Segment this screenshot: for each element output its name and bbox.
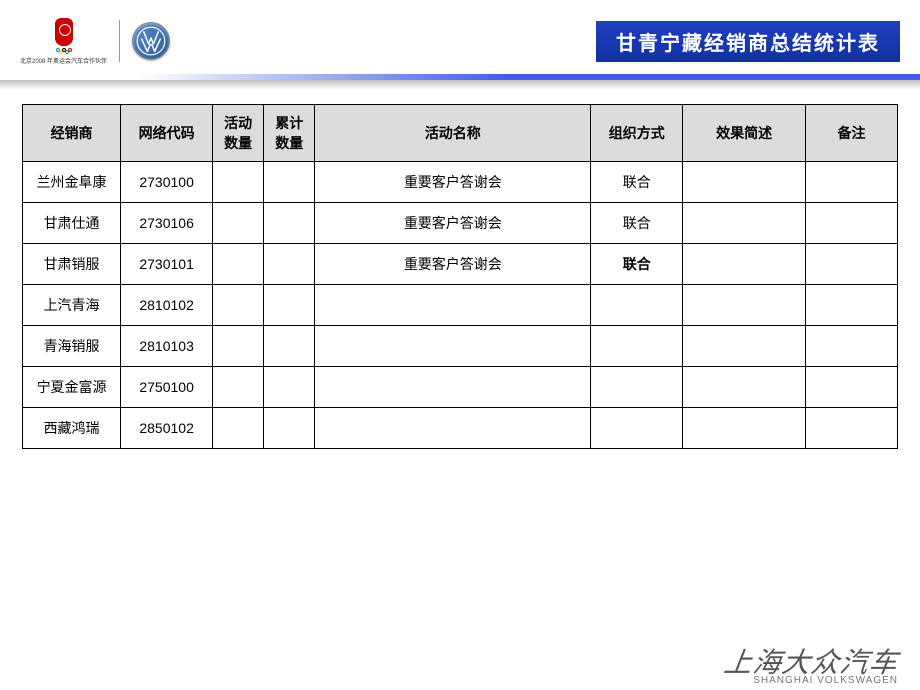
cell-qty <box>213 408 264 449</box>
olympics-caption: 北京2008 年奥运会汽车合作伙伴 <box>20 56 107 65</box>
cell-code: 2750100 <box>121 367 213 408</box>
cell-effect <box>683 367 806 408</box>
cell-activity: 重要客户答谢会 <box>315 244 591 285</box>
cell-cum <box>264 326 315 367</box>
cell-org <box>591 285 683 326</box>
cell-effect <box>683 285 806 326</box>
cell-qty <box>213 285 264 326</box>
cell-effect <box>683 408 806 449</box>
cell-cum <box>264 162 315 203</box>
col-header-0: 经销商 <box>23 105 121 162</box>
cell-dealer: 青海销服 <box>23 326 121 367</box>
logo-group: 北京2008 年奥运会汽车合作伙伴 <box>20 18 170 65</box>
footer-brand-cn: 上海大众汽车 <box>722 649 900 677</box>
table-row: 西藏鸿瑞2850102 <box>23 408 898 449</box>
col-header-1: 网络代码 <box>121 105 213 162</box>
cell-org <box>591 408 683 449</box>
cell-note <box>805 367 897 408</box>
cell-code: 2730106 <box>121 203 213 244</box>
table-row: 甘肃销服2730101 重要客户答谢会联合 <box>23 244 898 285</box>
table-header-row: 经销商网络代码活动数量累计数量活动名称组织方式效果简述备注 <box>23 105 898 162</box>
cell-note <box>805 203 897 244</box>
table-row: 宁夏金富源2750100 <box>23 367 898 408</box>
cell-activity: 重要客户答谢会 <box>315 203 591 244</box>
cell-effect <box>683 203 806 244</box>
table-row: 兰州金阜康2730100 重要客户答谢会联合 <box>23 162 898 203</box>
cell-activity <box>315 367 591 408</box>
cell-cum <box>264 244 315 285</box>
cell-note <box>805 326 897 367</box>
col-header-4: 活动名称 <box>315 105 591 162</box>
cell-code: 2730101 <box>121 244 213 285</box>
cell-effect <box>683 162 806 203</box>
cell-qty <box>213 326 264 367</box>
col-header-6: 效果简述 <box>683 105 806 162</box>
table-row: 上汽青海2810102 <box>23 285 898 326</box>
olympics-emblem-icon <box>55 18 73 46</box>
cell-qty <box>213 367 264 408</box>
header: 北京2008 年奥运会汽车合作伙伴 甘青宁藏经销商总结统计表 <box>0 0 920 72</box>
cell-cum <box>264 408 315 449</box>
dealer-table: 经销商网络代码活动数量累计数量活动名称组织方式效果简述备注 兰州金阜康27301… <box>22 104 898 449</box>
cell-activity <box>315 326 591 367</box>
table-row: 青海销服2810103 <box>23 326 898 367</box>
cell-qty <box>213 244 264 285</box>
cell-org: 联合 <box>591 244 683 285</box>
cell-dealer: 兰州金阜康 <box>23 162 121 203</box>
cell-org <box>591 367 683 408</box>
cell-cum <box>264 203 315 244</box>
logo-divider <box>119 20 120 62</box>
cell-code: 2810103 <box>121 326 213 367</box>
cell-qty <box>213 162 264 203</box>
cell-note <box>805 244 897 285</box>
cell-effect <box>683 244 806 285</box>
col-header-2: 活动数量 <box>213 105 264 162</box>
col-header-5: 组织方式 <box>591 105 683 162</box>
col-header-7: 备注 <box>805 105 897 162</box>
cell-code: 2850102 <box>121 408 213 449</box>
cell-note <box>805 285 897 326</box>
cell-qty <box>213 203 264 244</box>
footer: 上海大众汽车 SHANGHAI VOLKSWAGEN <box>724 649 898 686</box>
cell-cum <box>264 285 315 326</box>
cell-org: 联合 <box>591 162 683 203</box>
vw-logo-icon <box>132 22 170 60</box>
cell-dealer: 上汽青海 <box>23 285 121 326</box>
cell-note <box>805 162 897 203</box>
cell-org: 联合 <box>591 203 683 244</box>
cell-activity <box>315 285 591 326</box>
olympics-logo: 北京2008 年奥运会汽车合作伙伴 <box>20 18 107 65</box>
cell-note <box>805 408 897 449</box>
cell-activity: 重要客户答谢会 <box>315 162 591 203</box>
cell-effect <box>683 326 806 367</box>
cell-dealer: 甘肃销服 <box>23 244 121 285</box>
page-title: 甘青宁藏经销商总结统计表 <box>596 21 900 62</box>
cell-code: 2810102 <box>121 285 213 326</box>
cell-org <box>591 326 683 367</box>
header-shadow <box>0 80 920 90</box>
cell-dealer: 甘肃仕通 <box>23 203 121 244</box>
col-header-3: 累计数量 <box>264 105 315 162</box>
cell-activity <box>315 408 591 449</box>
cell-cum <box>264 367 315 408</box>
cell-code: 2730100 <box>121 162 213 203</box>
table-row: 甘肃仕通2730106 重要客户答谢会联合 <box>23 203 898 244</box>
cell-dealer: 西藏鸿瑞 <box>23 408 121 449</box>
table-container: 经销商网络代码活动数量累计数量活动名称组织方式效果简述备注 兰州金阜康27301… <box>0 90 920 449</box>
olympics-rings-icon <box>56 48 72 54</box>
cell-dealer: 宁夏金富源 <box>23 367 121 408</box>
